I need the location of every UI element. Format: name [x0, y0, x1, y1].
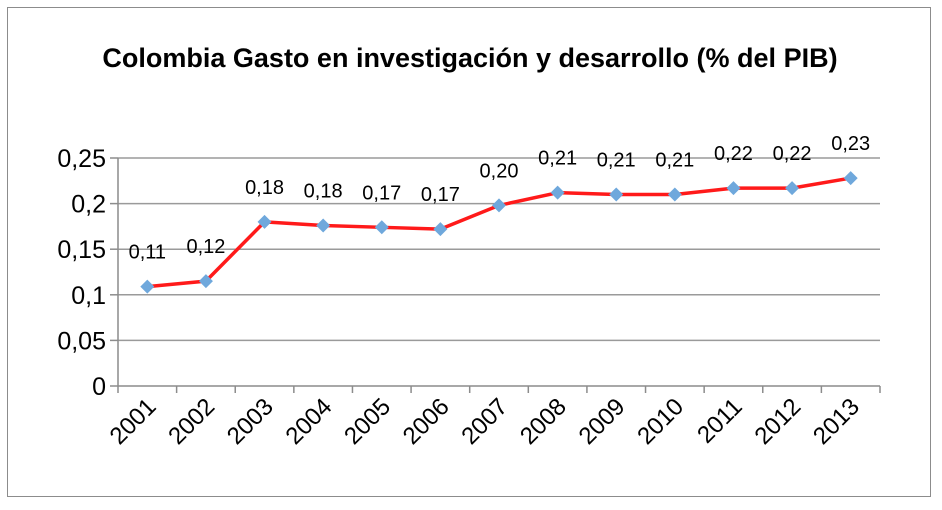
- data-label: 0,22: [773, 143, 812, 165]
- x-axis-ticks: 2001 2002 2003 2004 2005 2006 2007 2008 2009 2010…: [105, 386, 881, 450]
- chart-title: Colombia Gasto en investigación y desarr…: [102, 43, 838, 73]
- x-tick-label: 2009: [574, 393, 631, 450]
- data-point: [667, 187, 682, 202]
- data-point: [785, 181, 800, 196]
- y-tick-label: 0,1: [71, 282, 106, 310]
- x-tick-label: 2011: [692, 393, 748, 449]
- x-tick-label: 2006: [398, 393, 455, 450]
- x-tick-label: 2007: [456, 393, 513, 450]
- x-tick-label: 2003: [222, 393, 279, 450]
- data-label: 0,11: [129, 242, 166, 264]
- data-label: 0,22: [714, 143, 753, 165]
- data-label: 0,12: [186, 236, 225, 258]
- data-point: [492, 198, 506, 213]
- y-tick-label: 0,15: [57, 236, 106, 264]
- x-tick-label: 2012: [749, 393, 806, 450]
- data-label: 0,17: [362, 182, 401, 204]
- data-point: [316, 218, 331, 233]
- data-point: [198, 274, 213, 289]
- series: [140, 171, 858, 294]
- data-labels: 0,11 0,12 0,18 0,18 0,17 0,17 0,20 0,21 0,21 0,21…: [129, 133, 871, 264]
- axes: [117, 158, 880, 387]
- data-label: 0,23: [831, 133, 870, 155]
- y-tick-label: 0,2: [71, 191, 106, 219]
- data-point: [550, 185, 565, 200]
- y-tick-label: 0,05: [57, 327, 106, 355]
- data-point: [843, 171, 858, 186]
- x-tick-label: 2010: [632, 393, 689, 450]
- data-label: 0,21: [655, 149, 694, 171]
- gridlines: [118, 157, 880, 342]
- y-tick-label: 0: [92, 373, 106, 401]
- data-point: [257, 214, 272, 229]
- data-point: [609, 187, 624, 202]
- x-tick-label: 2004: [281, 393, 338, 450]
- chart-frame: [7, 7, 931, 497]
- data-point: [140, 279, 155, 294]
- y-tick-label: 0,25: [57, 145, 106, 173]
- data-label: 0,20: [480, 160, 519, 182]
- data-point: [433, 222, 448, 237]
- data-point: [374, 220, 389, 235]
- data-point: [726, 181, 741, 196]
- x-tick-label: 2001: [105, 393, 162, 450]
- data-label: 0,21: [597, 149, 636, 171]
- data-label: 0,17: [421, 184, 460, 206]
- x-tick-label: 2013: [808, 393, 865, 450]
- data-label: 0,18: [245, 177, 284, 199]
- x-tick-label: 2005: [339, 393, 396, 450]
- y-axis-ticks: 0 0,05 0,1 0,15 0,2 0,25: [57, 145, 118, 401]
- x-tick-label: 2002: [163, 393, 220, 450]
- data-label: 0,21: [538, 148, 577, 170]
- x-tick-label: 2008: [515, 393, 572, 450]
- data-label: 0,18: [304, 180, 343, 202]
